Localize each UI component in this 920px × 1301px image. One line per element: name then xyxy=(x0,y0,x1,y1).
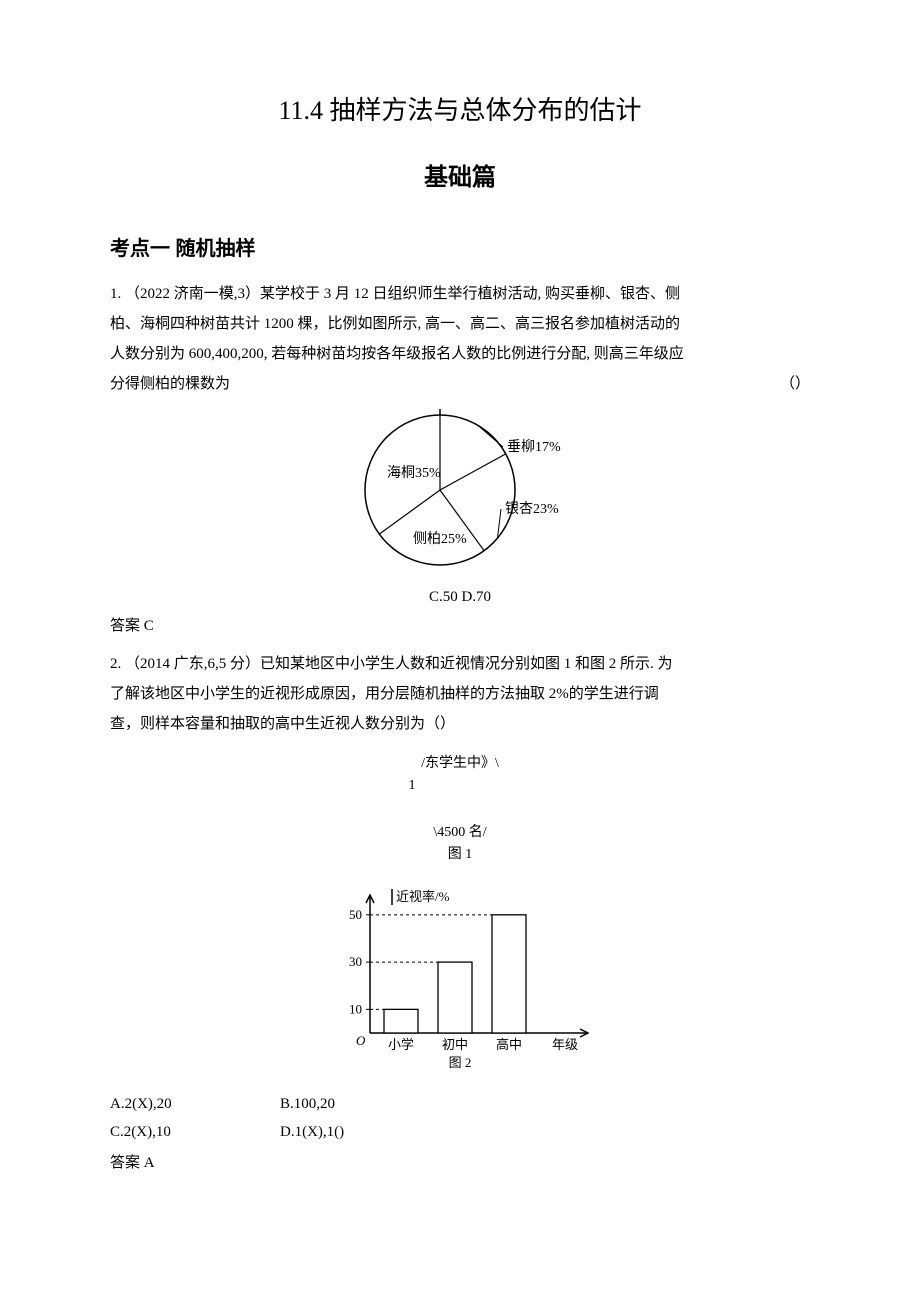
svg-text:高中: 高中 xyxy=(496,1037,522,1052)
q1-source: 1. （2022 济南一模,3） xyxy=(110,286,260,302)
q2-text1: 已知某地区中小学生人数和近视情况分别如图 1 和图 2 所示. 为 xyxy=(260,656,673,672)
svg-text:海桐35%: 海桐35% xyxy=(387,465,441,481)
q2-line3: 查，则样本容量和抽取的高中生近视人数分别为（） xyxy=(110,709,810,739)
fig1-line2: \4500 名/ xyxy=(110,822,810,844)
question-2: 2. （2014 广东,6,5 分）已知某地区中小学生人数和近视情况分别如图 1… xyxy=(110,649,810,1172)
title-sub: 基础篇 xyxy=(110,157,810,192)
q1-line1: 1. （2022 济南一模,3）某学校于 3 月 12 日组织师生举行植树活动,… xyxy=(110,279,810,309)
q2-opt-a: A.2(X),20 xyxy=(110,1090,280,1119)
q1-line2: 柏、海桐四种树苗共计 1200 棵，比例如图所示, 高一、高二、高三报名参加植树… xyxy=(110,309,810,339)
section-heading: 考点一 随机抽样 xyxy=(110,232,810,261)
svg-text:初中: 初中 xyxy=(442,1037,468,1052)
fig1-caption: 图 1 xyxy=(110,844,810,866)
q2-answer: 答案 A xyxy=(110,1151,810,1172)
svg-text:年级: 年级 xyxy=(552,1037,578,1052)
svg-text:10: 10 xyxy=(349,1001,362,1016)
bar-chart-wrap: 近视率/% 10 30 50 O 小学 初中 高中 年级图 2 xyxy=(110,873,810,1078)
svg-text:图 2: 图 2 xyxy=(449,1055,472,1070)
q1-line4-right: （） xyxy=(780,369,810,399)
q1-line4: 分得侧柏的棵数为 （） xyxy=(110,369,810,399)
q1-options-cd: C.50 D.70 xyxy=(110,589,810,606)
svg-text:垂柳17%: 垂柳17% xyxy=(507,438,561,455)
q1-answer: 答案 C xyxy=(110,614,810,635)
fig1-line1-text: /东学生中》\ xyxy=(421,756,499,771)
svg-text:近视率/%: 近视率/% xyxy=(396,889,450,904)
fig1-line1: /东学生中》\ xyxy=(110,753,810,775)
pie-chart-wrap: 垂柳17% 银杏23% 侧柏25% 海桐35% xyxy=(110,405,810,585)
svg-text:50: 50 xyxy=(349,906,362,921)
q2-opt-d: D.1(X),1() xyxy=(280,1118,450,1147)
q2-opt-c: C.2(X),10 xyxy=(110,1118,280,1147)
svg-text:银杏23%: 银杏23% xyxy=(505,501,559,517)
fig1-wrap: /东学生中》\ 1 \4500 名/ 图 1 xyxy=(110,753,810,867)
svg-text:小学: 小学 xyxy=(388,1037,414,1052)
q2-options: A.2(X),20 B.100,20 C.2(X),10 D.1(X),1() xyxy=(110,1090,810,1147)
q1-line4-left: 分得侧柏的棵数为 xyxy=(110,369,230,399)
title-main: 11.4 抽样方法与总体分布的估计 xyxy=(110,90,810,127)
page: 11.4 抽样方法与总体分布的估计 基础篇 考点一 随机抽样 1. （2022 … xyxy=(0,0,920,1301)
question-1: 1. （2022 济南一模,3）某学校于 3 月 12 日组织师生举行植树活动,… xyxy=(110,279,810,635)
q2-line2: 了解该地区中小学生的近视形成原因，用分层随机抽样的方法抽取 2%的学生进行调 xyxy=(110,679,810,709)
fig1-line1-pre: 1 xyxy=(62,775,762,797)
q2-opt-b: B.100,20 xyxy=(280,1090,450,1119)
q1-line3: 人数分别为 600,400,200, 若每种树苗均按各年级报名人数的比例进行分配… xyxy=(110,339,810,369)
q2-opts-row1: A.2(X),20 B.100,20 xyxy=(110,1090,810,1119)
bar-chart: 近视率/% 10 30 50 O 小学 初中 高中 年级图 2 xyxy=(320,873,600,1073)
svg-text:侧柏25%: 侧柏25% xyxy=(413,531,467,547)
q2-opts-row2: C.2(X),10 D.1(X),1() xyxy=(110,1118,810,1147)
pie-chart: 垂柳17% 银杏23% 侧柏25% 海桐35% xyxy=(345,405,575,580)
svg-text:O: O xyxy=(356,1033,366,1048)
q2-line1: 2. （2014 广东,6,5 分）已知某地区中小学生人数和近视情况分别如图 1… xyxy=(110,649,810,679)
svg-text:30: 30 xyxy=(349,954,362,969)
q2-source: 2. （2014 广东,6,5 分） xyxy=(110,656,260,672)
q1-text1: 某学校于 3 月 12 日组织师生举行植树活动, 购买垂柳、银杏、侧 xyxy=(260,286,680,302)
